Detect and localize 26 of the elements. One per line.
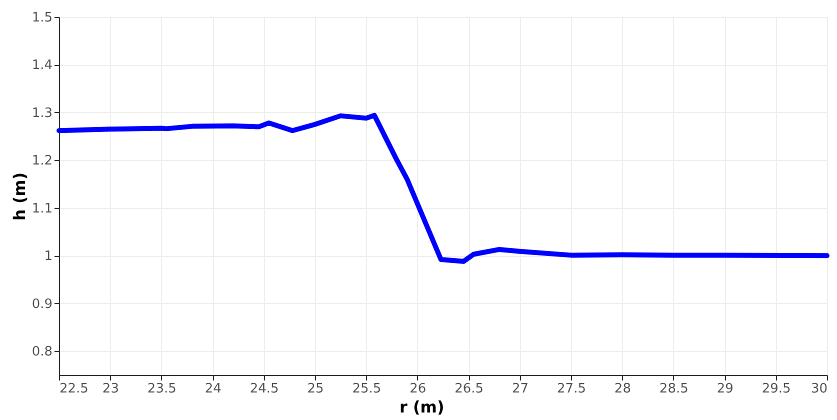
y-tick-label: 1 (44, 249, 52, 264)
x-tick-label: 26.5 (454, 382, 484, 396)
y-tick-label: 0.9 (32, 296, 52, 312)
x-tick-label: 27 (512, 382, 529, 396)
y-tick-label: 1.5 (32, 10, 52, 26)
x-tick-label: 26 (410, 382, 426, 396)
y-tick-label: 1.3 (32, 106, 52, 121)
x-tick-label: 22.5 (60, 382, 88, 396)
x-tick-label: 25.5 (352, 382, 382, 396)
y-tick-label: 1.2 (32, 154, 52, 169)
y-tick-label: 1.4 (32, 58, 52, 74)
y-axis-title: h (m) (10, 172, 29, 221)
x-tick-label: 23 (102, 382, 119, 396)
x-tick-label: 25 (307, 382, 324, 396)
x-tick-label: 24 (204, 382, 222, 396)
x-tick-label: 23.5 (147, 382, 176, 396)
y-tick-label: 1.1 (32, 201, 52, 216)
y-tick-label: 0.8 (32, 344, 52, 360)
x-tick-label: 27.5 (557, 382, 586, 396)
x-tick-label: 28.5 (659, 382, 688, 396)
x-tick-label: 30 (810, 382, 828, 396)
x-axis-title: r (m) (400, 398, 444, 416)
x-tick-label: 24.5 (250, 382, 279, 396)
x-tick-label: 29 (716, 382, 734, 396)
x-tick-label: 29.5 (762, 382, 791, 396)
x-tick-label: 28 (614, 382, 631, 396)
